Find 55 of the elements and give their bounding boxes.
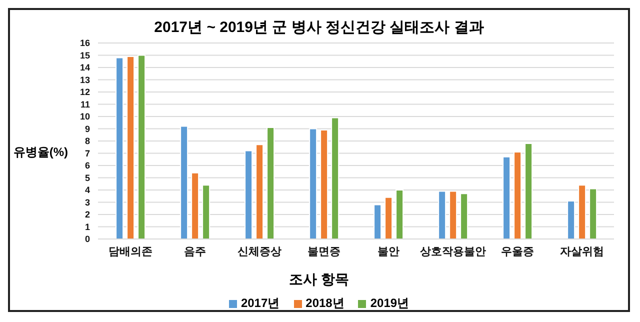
chart-title: 2017년 ~ 2019년 군 병사 정신건강 실태조사 결과 <box>153 18 485 37</box>
bar <box>309 128 318 239</box>
y-tick-label: 12 <box>80 87 90 98</box>
bar <box>202 184 210 239</box>
y-tick-label: 4 <box>84 185 90 196</box>
bar <box>116 57 124 239</box>
y-tick-label: 16 <box>80 38 90 48</box>
y-tick-label: 1 <box>84 222 90 232</box>
y-tick-label: 7 <box>84 148 90 158</box>
y-tick-label: 14 <box>80 62 90 73</box>
bar <box>331 117 340 239</box>
bar <box>396 190 404 239</box>
bar <box>567 200 576 239</box>
x-tick-label: 우울증 <box>500 246 534 258</box>
y-tick-label: 9 <box>84 124 90 134</box>
x-tick-label: 불면증 <box>307 246 340 258</box>
bar <box>524 142 533 239</box>
legend-label: 2019년 <box>369 295 410 312</box>
bar <box>374 204 382 239</box>
x-tick-label: 자살위험 <box>560 246 604 258</box>
y-tick-label: 8 <box>84 136 90 146</box>
bar <box>514 152 522 239</box>
y-tick-label: 6 <box>84 160 90 171</box>
x-tick-label: 음주 <box>184 246 206 258</box>
x-tick-label: 신체증상 <box>237 246 282 258</box>
bar <box>460 193 468 239</box>
bar <box>180 126 188 239</box>
y-tick-label: 2 <box>84 210 90 220</box>
y-tick-label: 11 <box>80 99 90 110</box>
bar <box>266 127 275 239</box>
y-tick-label: 10 <box>80 112 90 122</box>
bar <box>256 144 264 239</box>
bar <box>438 190 446 239</box>
y-tick-label: 13 <box>80 74 90 85</box>
bar <box>449 190 458 239</box>
x-tick-label: 상호작용불안 <box>420 246 486 258</box>
bar <box>191 172 200 239</box>
bar <box>138 54 146 239</box>
bar <box>502 156 511 239</box>
bar <box>578 184 586 239</box>
y-tick-label: 3 <box>84 197 90 208</box>
bar <box>126 56 135 239</box>
legend-label: 2017년 <box>240 295 280 312</box>
legend-label: 2018년 <box>304 295 344 312</box>
x-tick-label: 불안 <box>377 246 400 258</box>
bar <box>589 188 598 239</box>
y-tick-label: 15 <box>80 50 90 60</box>
bar <box>320 129 328 239</box>
y-tick-label: 0 <box>84 234 90 244</box>
x-axis-title: 조사 항목 <box>288 271 350 289</box>
bar <box>384 196 393 239</box>
y-tick-label: 5 <box>84 172 90 183</box>
x-tick-label: 담배의존 <box>108 246 152 258</box>
y-axis-title: 유병율(%) <box>12 144 68 160</box>
bar <box>244 150 253 239</box>
